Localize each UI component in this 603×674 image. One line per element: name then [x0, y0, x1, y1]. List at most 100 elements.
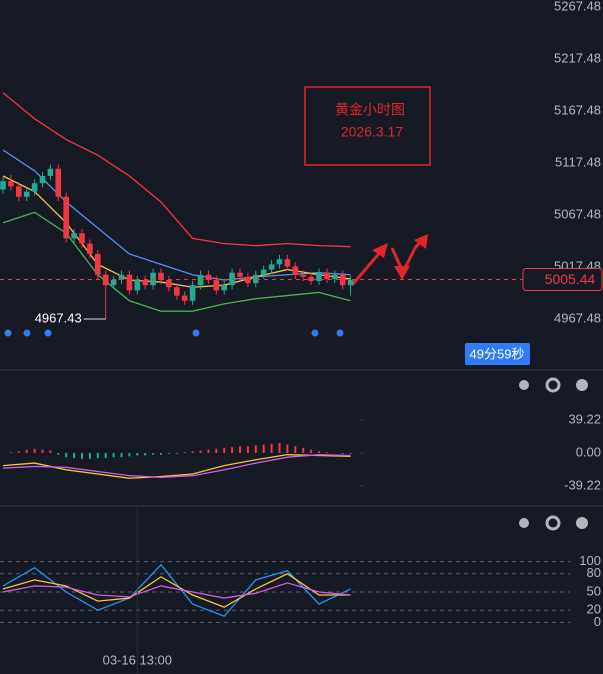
candle-body: [268, 264, 275, 270]
candle-body: [110, 279, 117, 286]
candle-body: [71, 233, 77, 239]
macd-bar: [144, 452, 147, 456]
candle-body: [213, 279, 220, 291]
macd-bar: [254, 445, 257, 453]
candle-body: [47, 168, 54, 176]
candle-body: [126, 274, 133, 291]
candle-body: [8, 181, 14, 187]
candle-body: [260, 269, 267, 275]
macd-bar: [175, 452, 178, 454]
candle-body: [324, 272, 330, 279]
candle-body: [63, 196, 69, 239]
macd-bar: [207, 449, 210, 453]
candle-body: [347, 279, 354, 286]
candle-body: [308, 276, 314, 282]
y-tick-label: 100: [579, 553, 601, 568]
candle-body: [31, 183, 38, 192]
candle-body: [205, 274, 212, 280]
x-tick-label: 03-16 13:00: [103, 652, 172, 667]
candle-body: [134, 279, 141, 291]
y-tick-label: 0: [594, 614, 601, 629]
macd-bar: [286, 444, 289, 453]
candle-body: [245, 276, 251, 284]
y-tick-label: 39.22: [568, 411, 601, 426]
macd-bar: [9, 452, 12, 453]
candle-body: [276, 259, 283, 265]
countdown: 49分59秒: [470, 346, 525, 361]
macd-bar: [341, 452, 344, 454]
candle-body: [332, 274, 338, 279]
annotation-date: 2026.3.17: [341, 124, 403, 140]
candle-body: [55, 168, 62, 197]
candle-body: [118, 274, 125, 280]
candle-body: [166, 279, 172, 288]
macd-bar: [223, 447, 226, 453]
macd-bar: [128, 452, 131, 457]
macd-bar: [199, 450, 202, 453]
macd-bar: [302, 447, 305, 453]
macd-bar: [49, 450, 52, 453]
annotation-box: [304, 86, 431, 166]
candle-body: [142, 279, 148, 286]
macd-bar: [310, 449, 313, 453]
y-tick-label: 5217.48: [554, 50, 601, 65]
countdown-tag: [465, 343, 530, 365]
arrows: [350, 234, 428, 286]
macd-bar: [325, 452, 328, 453]
candle-body: [174, 287, 180, 296]
macd-bar: [246, 446, 249, 453]
candle-body: [292, 266, 299, 275]
y-tick-label: 80: [587, 565, 601, 580]
macd-bar: [120, 452, 123, 458]
price-tag-label: 5005.44: [545, 271, 596, 287]
indicator-line: [2, 563, 351, 618]
y-tick-label: 5267.48: [554, 0, 601, 13]
macd-bar: [41, 449, 44, 453]
macd-bar: [278, 442, 281, 453]
macd-bar: [112, 452, 115, 458]
macd-bar: [231, 447, 234, 453]
macd-bar: [262, 444, 265, 453]
candle-body: [221, 285, 227, 291]
indicator-line: [2, 454, 351, 479]
candle-body: [229, 272, 235, 286]
candle-body: [39, 175, 46, 184]
y-tick-label: 4967.48: [554, 310, 601, 325]
candle-body: [339, 274, 346, 286]
annotation-title: 黄金小时图: [335, 102, 405, 118]
candle-body: [181, 295, 188, 301]
indicator-line: [2, 582, 351, 599]
macd-bar: [104, 452, 107, 459]
y-tick-label: 20: [587, 602, 601, 617]
macd-bar: [160, 452, 162, 455]
price-tag: [522, 268, 603, 292]
candle-body: [87, 243, 93, 254]
macd-bar: [65, 452, 68, 458]
toolbar-icons[interactable]: [519, 377, 588, 531]
candle-body: [316, 272, 322, 282]
macd-bar: [73, 452, 76, 459]
macd-bar: [96, 452, 99, 459]
event-dots: [4, 329, 344, 337]
macd-bar: [17, 451, 20, 453]
candle-body: [253, 274, 259, 284]
candle-body: [0, 181, 6, 190]
macd-bar: [167, 452, 170, 454]
y-tick-label: 5167.48: [554, 102, 601, 117]
macd-bar: [81, 452, 83, 459]
candle-body: [16, 186, 22, 197]
candle-body: [300, 274, 306, 277]
macd-bar: [318, 451, 320, 453]
indicator-line: [2, 211, 351, 312]
candle-body: [79, 233, 85, 244]
macd-bar: [183, 452, 186, 453]
macd-bar: [215, 448, 218, 453]
candle-body: [23, 191, 30, 197]
y-tick-label: -39.22: [564, 477, 601, 492]
macd-bar: [349, 452, 352, 454]
candle-body: [189, 285, 196, 301]
macd-bar: [33, 448, 36, 453]
y-tick-label: 5067.48: [554, 206, 601, 221]
